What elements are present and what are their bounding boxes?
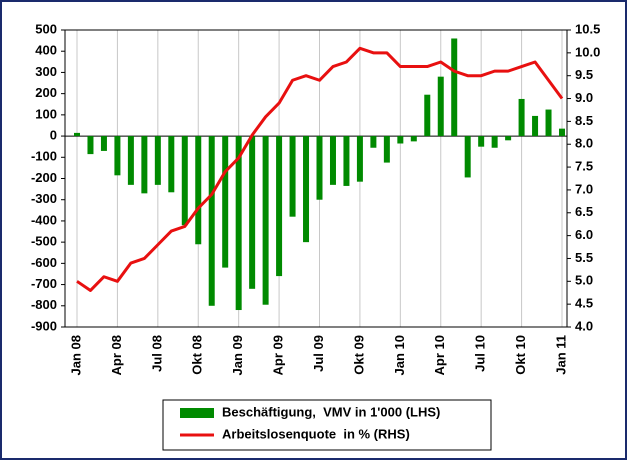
x-tick-label: Okt 08 [190, 335, 205, 375]
bar [545, 109, 552, 137]
x-tick-label: Apr 09 [271, 335, 286, 375]
y-tick-label: -600 [31, 255, 57, 270]
bar [383, 136, 390, 163]
bar [154, 136, 161, 185]
bar [303, 136, 310, 243]
bar [316, 136, 323, 200]
bar [127, 136, 134, 185]
y-tick-label: -900 [31, 318, 57, 333]
bar [410, 136, 417, 142]
bar [532, 115, 539, 137]
bar [451, 38, 458, 137]
y2-tick-label: 6.5 [575, 204, 593, 219]
y2-tick-label: 5.5 [575, 250, 593, 265]
bar [141, 136, 148, 194]
x-tick-label: Jan 11 [553, 335, 568, 375]
y2-tick-label: 10.0 [575, 44, 600, 59]
y-tick-label: 300 [35, 64, 57, 79]
y2-tick-label: 7.0 [575, 181, 593, 196]
x-tick-label: Apr 10 [432, 335, 447, 375]
legend-swatch [180, 408, 214, 418]
bar [478, 136, 485, 147]
bar [87, 136, 94, 155]
y2-tick-label: 7.5 [575, 159, 593, 174]
bar [74, 132, 80, 137]
bar [437, 76, 444, 137]
x-tick-label: Jul 10 [473, 335, 488, 372]
bar [505, 136, 512, 141]
y-tick-label: -200 [31, 170, 57, 185]
bar [397, 136, 404, 144]
bar [343, 136, 350, 186]
bar [518, 98, 525, 137]
x-tick-label: Jul 09 [311, 335, 326, 372]
x-tick-label: Okt 09 [351, 335, 366, 375]
bar [114, 136, 121, 176]
bar [262, 136, 269, 305]
bar [424, 94, 431, 137]
y-tick-label: 200 [35, 85, 57, 100]
legend-label: Arbeitslosenquote in % (RHS) [222, 426, 410, 441]
y2-tick-label: 5.0 [575, 273, 593, 288]
y-tick-label: -400 [31, 212, 57, 227]
bar [329, 136, 336, 185]
x-tick-label: Okt 10 [513, 335, 528, 375]
y-tick-label: -500 [31, 234, 57, 249]
y-tick-label: -700 [31, 276, 57, 291]
bar [464, 136, 471, 178]
x-tick-label: Jan 10 [392, 335, 407, 375]
bar [249, 136, 256, 289]
bar [195, 136, 202, 245]
y-tick-label: -100 [31, 149, 57, 164]
y2-tick-label: 6.0 [575, 227, 593, 242]
legend-label: Beschäftigung, VMV in 1'000 (LHS) [222, 404, 440, 419]
y-tick-label: -800 [31, 297, 57, 312]
bar [491, 136, 498, 148]
bar [276, 136, 283, 277]
plot-area [64, 29, 568, 328]
y-tick-label: 500 [35, 21, 57, 36]
bar [208, 136, 215, 306]
y2-tick-label: 8.0 [575, 136, 593, 151]
x-tick-label: Jan 09 [230, 335, 245, 375]
line [76, 46, 564, 292]
y2-tick-label: 9.5 [575, 67, 593, 82]
bar [370, 136, 377, 148]
bar [181, 136, 188, 226]
bar [289, 136, 296, 217]
x-tick-label: Apr 08 [109, 335, 124, 375]
y2-tick-label: 8.5 [575, 113, 593, 128]
bar [100, 136, 107, 151]
y2-tick-label: 4.5 [575, 296, 593, 311]
y-tick-label: 100 [35, 106, 57, 121]
bar [356, 136, 363, 182]
bar [559, 128, 565, 137]
bar [235, 136, 242, 311]
legend-box [162, 399, 492, 451]
y2-tick-label: 10.5 [575, 21, 600, 36]
bar [222, 136, 229, 268]
x-tick-label: Jul 08 [149, 335, 164, 372]
y-tick-label: -300 [31, 191, 57, 206]
y2-tick-label: 9.0 [575, 90, 593, 105]
x-tick-label: Jan 08 [68, 335, 83, 375]
y-tick-label: 400 [35, 43, 57, 58]
y2-tick-label: 4.0 [575, 318, 593, 333]
y-tick-label: 0 [50, 128, 57, 143]
bar [168, 136, 175, 193]
